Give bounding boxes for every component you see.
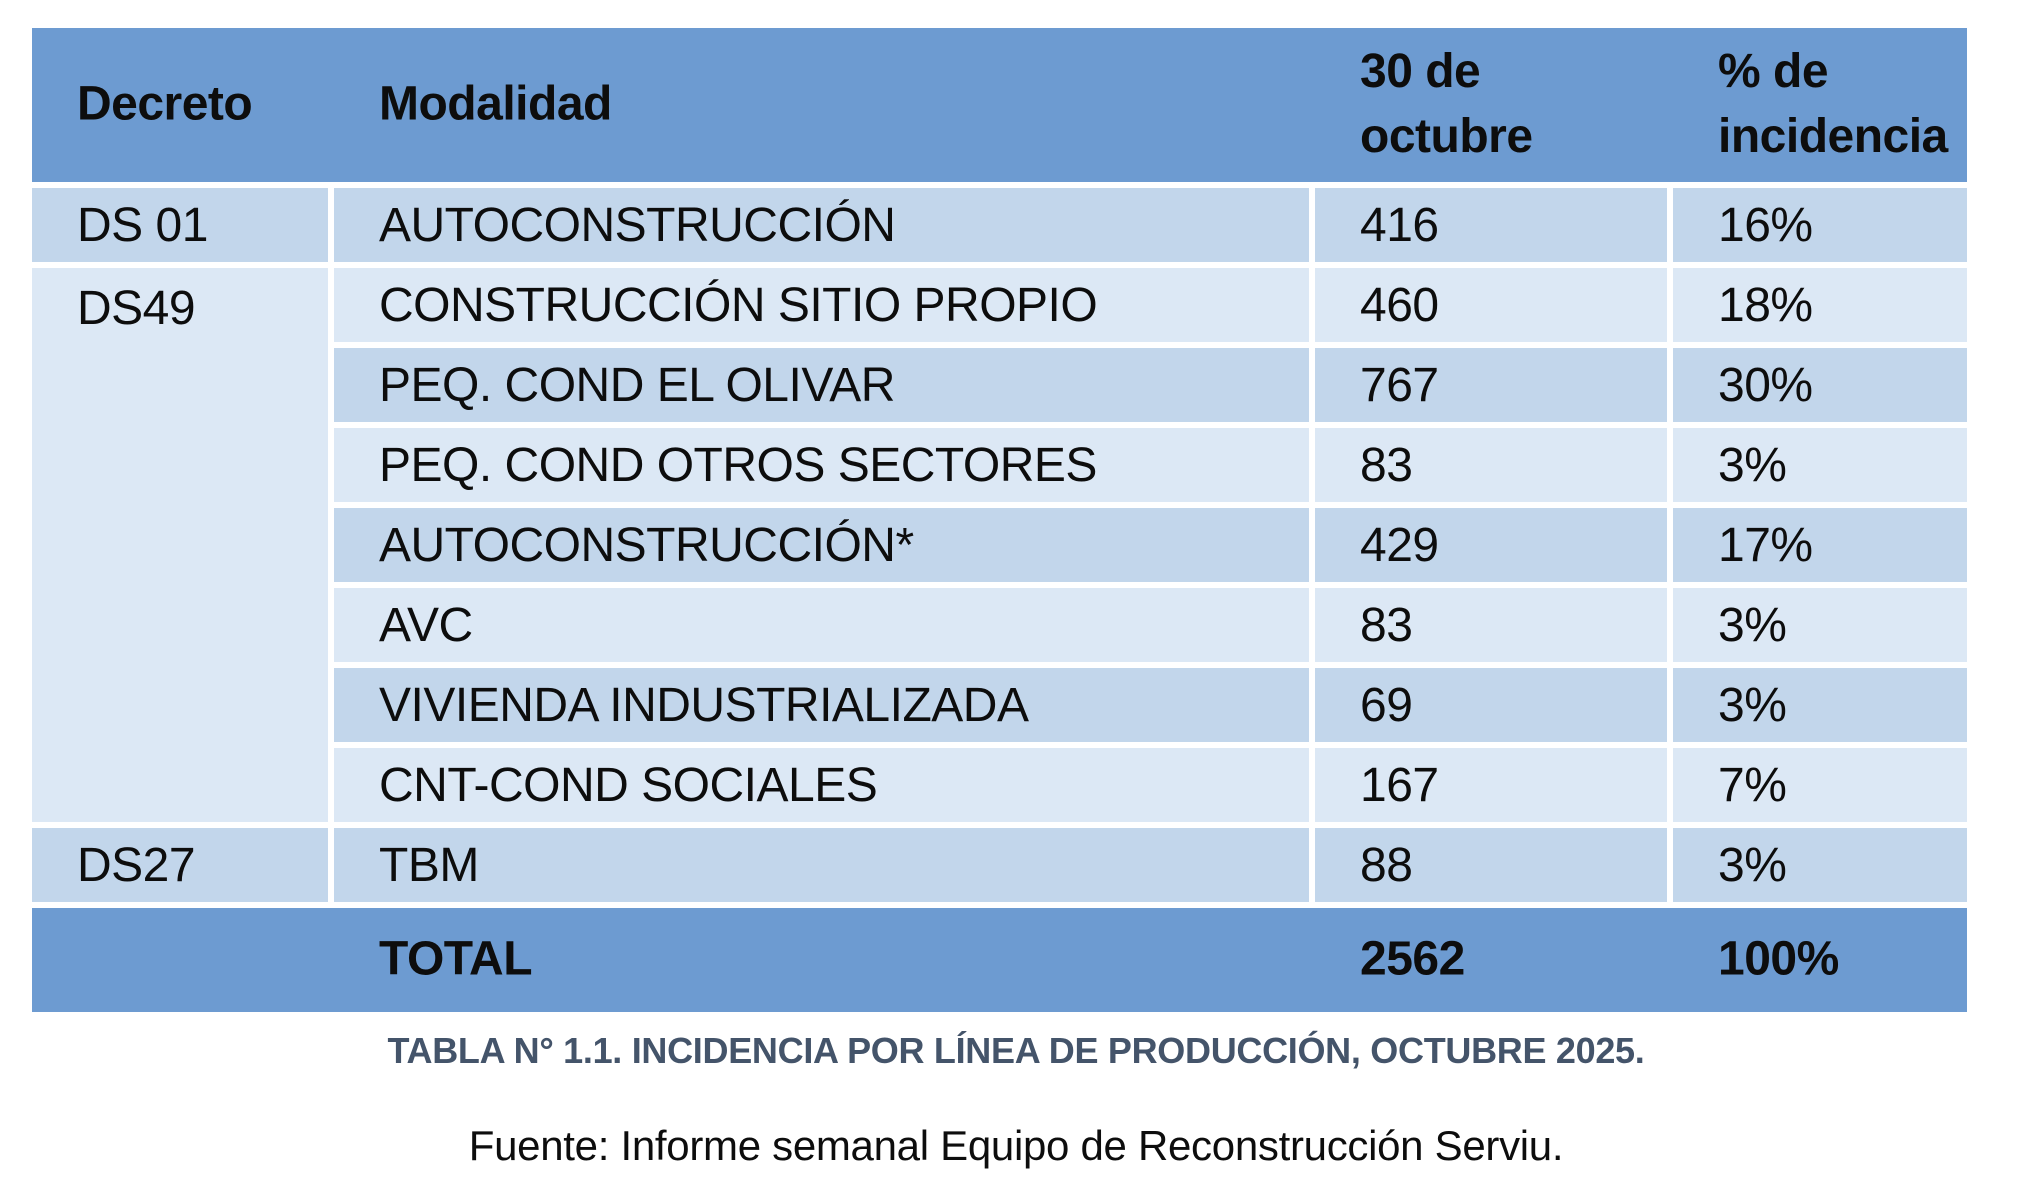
cell-pct: 18% [1673,268,1967,342]
cell-valor: 69 [1315,668,1667,742]
cell-pct: 3% [1673,588,1967,662]
table-caption: TABLA N° 1.1. INCIDENCIA POR LÍNEA DE PR… [387,1030,1645,1071]
cell-modalidad: AUTOCONSTRUCCIÓN [334,188,1309,262]
source-note: Fuente: Informe semanal Equipo de Recons… [468,1122,1564,1169]
header-decreto: Decreto [77,77,253,131]
cell-valor: 429 [1315,508,1667,582]
cell-valor: 83 [1315,428,1667,502]
cell-pct: 3% [1673,668,1967,742]
cell-decreto-ds27: DS27 [32,828,328,902]
cell-modalidad: VIVIENDA INDUSTRIALIZADA [334,668,1309,742]
cell-valor: 167 [1315,748,1667,822]
incidence-table: Decreto Modalidad 30 de octubre % de inc… [32,28,1967,1012]
cell-valor: 83 [1315,588,1667,662]
cell-pct: 3% [1673,428,1967,502]
header-incidencia: % de incidencia [1718,45,1948,163]
cell-pct: 7% [1673,748,1967,822]
cell-valor: 416 [1315,188,1667,262]
cell-modalidad: AUTOCONSTRUCCIÓN* [334,508,1309,582]
cell-valor: 767 [1315,348,1667,422]
cell-modalidad: CNT-COND SOCIALES [334,748,1309,822]
cell-pct: 16% [1673,188,1967,262]
cell-decreto-ds49: DS49 [32,268,328,822]
cell-modalidad: CONSTRUCCIÓN SITIO PROPIO [334,268,1309,342]
cell-modalidad: AVC [334,588,1309,662]
total-label: TOTAL [379,932,533,986]
cell-modalidad: TBM [334,828,1309,902]
header-modalidad: Modalidad [379,77,612,131]
header-fecha: 30 de octubre [1360,45,1533,163]
table-total-row: TOTAL 2562 100% [32,908,1967,1012]
cell-modalidad: PEQ. COND OTROS SECTORES [334,428,1309,502]
cell-decreto-ds01: DS 01 [32,188,328,262]
cell-pct: 30% [1673,348,1967,422]
cell-pct: 3% [1673,828,1967,902]
cell-pct: 17% [1673,508,1967,582]
cell-modalidad: PEQ. COND EL OLIVAR [334,348,1309,422]
total-valor: 2562 [1360,932,1465,986]
total-pct: 100% [1718,932,1839,986]
cell-valor: 88 [1315,828,1667,902]
cell-valor: 460 [1315,268,1667,342]
table-header-row: Decreto Modalidad 30 de octubre % de inc… [32,28,1967,182]
